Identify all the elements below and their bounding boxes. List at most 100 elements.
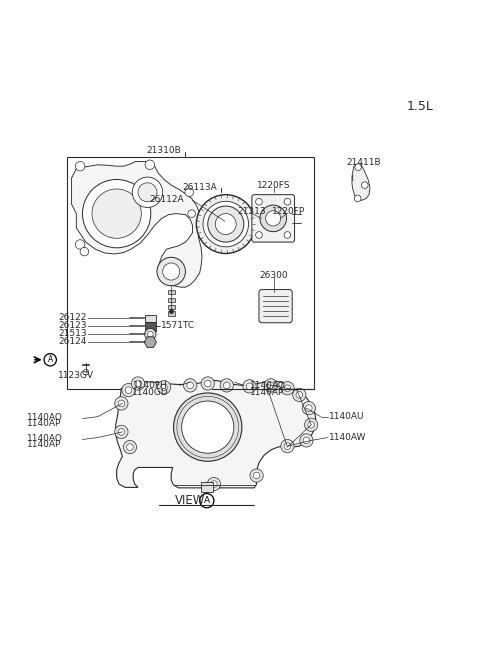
Circle shape — [200, 494, 214, 508]
FancyBboxPatch shape — [168, 305, 175, 309]
Circle shape — [211, 481, 217, 487]
Circle shape — [145, 160, 155, 170]
Circle shape — [296, 392, 302, 398]
Circle shape — [157, 381, 171, 394]
Text: 1140AO: 1140AO — [26, 434, 62, 443]
Circle shape — [147, 331, 153, 337]
FancyBboxPatch shape — [168, 311, 175, 316]
Polygon shape — [116, 381, 316, 488]
Polygon shape — [144, 337, 156, 348]
Circle shape — [44, 354, 56, 366]
Text: 26122: 26122 — [59, 313, 87, 322]
Circle shape — [181, 401, 234, 453]
Circle shape — [284, 198, 291, 205]
Text: 1571TC: 1571TC — [161, 321, 195, 330]
Circle shape — [196, 195, 255, 253]
Circle shape — [293, 388, 306, 402]
Circle shape — [157, 257, 185, 286]
Circle shape — [264, 379, 277, 392]
Text: 26124: 26124 — [59, 337, 87, 346]
Circle shape — [123, 440, 137, 454]
Circle shape — [183, 379, 197, 392]
Text: 1220FS: 1220FS — [257, 181, 291, 190]
Polygon shape — [352, 165, 370, 200]
Circle shape — [250, 469, 263, 482]
FancyBboxPatch shape — [201, 482, 214, 492]
Circle shape — [284, 385, 291, 392]
Circle shape — [267, 382, 274, 388]
Circle shape — [138, 183, 157, 202]
Circle shape — [163, 263, 180, 280]
Text: 1.5L: 1.5L — [407, 100, 434, 113]
Circle shape — [92, 189, 141, 238]
Circle shape — [281, 382, 294, 395]
Text: 26112A: 26112A — [149, 195, 184, 204]
Text: 1123GV: 1123GV — [58, 371, 94, 381]
Circle shape — [127, 443, 133, 451]
Circle shape — [208, 206, 244, 242]
Circle shape — [284, 443, 291, 449]
Text: 1140AW: 1140AW — [329, 433, 367, 442]
Circle shape — [355, 164, 361, 170]
Circle shape — [118, 400, 125, 407]
Text: 1140AO: 1140AO — [250, 381, 286, 390]
Circle shape — [308, 421, 314, 428]
Circle shape — [305, 405, 312, 411]
FancyBboxPatch shape — [168, 297, 175, 303]
Circle shape — [125, 387, 132, 394]
Text: 26300: 26300 — [259, 271, 288, 280]
Text: VIEW: VIEW — [175, 494, 205, 507]
Circle shape — [207, 477, 220, 491]
Circle shape — [115, 425, 128, 438]
Circle shape — [132, 177, 163, 208]
Circle shape — [256, 198, 262, 205]
Circle shape — [115, 397, 128, 410]
Circle shape — [187, 382, 193, 388]
Circle shape — [144, 328, 156, 340]
Circle shape — [260, 205, 287, 232]
Circle shape — [216, 214, 236, 234]
Circle shape — [203, 201, 249, 247]
Circle shape — [83, 369, 89, 375]
Text: 21411B: 21411B — [346, 158, 381, 167]
FancyBboxPatch shape — [259, 290, 292, 323]
Text: 1140GD: 1140GD — [132, 388, 168, 396]
Circle shape — [256, 232, 262, 238]
Circle shape — [304, 418, 318, 432]
Circle shape — [220, 379, 233, 392]
Circle shape — [302, 402, 315, 415]
Text: 1140AP: 1140AP — [27, 440, 62, 449]
Circle shape — [284, 232, 291, 238]
Circle shape — [174, 393, 242, 461]
FancyBboxPatch shape — [252, 195, 295, 242]
Text: 21313: 21313 — [237, 207, 266, 216]
Text: 21513: 21513 — [59, 329, 87, 338]
Polygon shape — [72, 161, 202, 287]
FancyBboxPatch shape — [168, 290, 175, 294]
Circle shape — [161, 384, 168, 390]
Circle shape — [303, 437, 310, 443]
Text: 1140AU: 1140AU — [329, 412, 365, 421]
FancyBboxPatch shape — [144, 322, 156, 331]
Circle shape — [75, 240, 85, 249]
Text: 26123: 26123 — [59, 321, 87, 330]
Circle shape — [281, 440, 294, 453]
Text: 1140AP: 1140AP — [250, 388, 284, 396]
Circle shape — [135, 380, 141, 387]
Circle shape — [246, 383, 253, 390]
Circle shape — [201, 377, 215, 390]
Text: 21310B: 21310B — [147, 146, 181, 155]
Text: A: A — [204, 496, 210, 505]
FancyBboxPatch shape — [144, 314, 156, 322]
Text: 1140AP: 1140AP — [27, 419, 62, 428]
Text: 1140FH: 1140FH — [132, 381, 167, 390]
Circle shape — [354, 195, 361, 202]
Circle shape — [204, 380, 211, 387]
Circle shape — [361, 182, 368, 189]
Circle shape — [253, 472, 260, 479]
Circle shape — [243, 380, 256, 393]
Text: 26113A: 26113A — [182, 183, 217, 191]
Circle shape — [75, 161, 85, 171]
Circle shape — [185, 188, 193, 196]
Text: 1220FP: 1220FP — [272, 207, 305, 216]
